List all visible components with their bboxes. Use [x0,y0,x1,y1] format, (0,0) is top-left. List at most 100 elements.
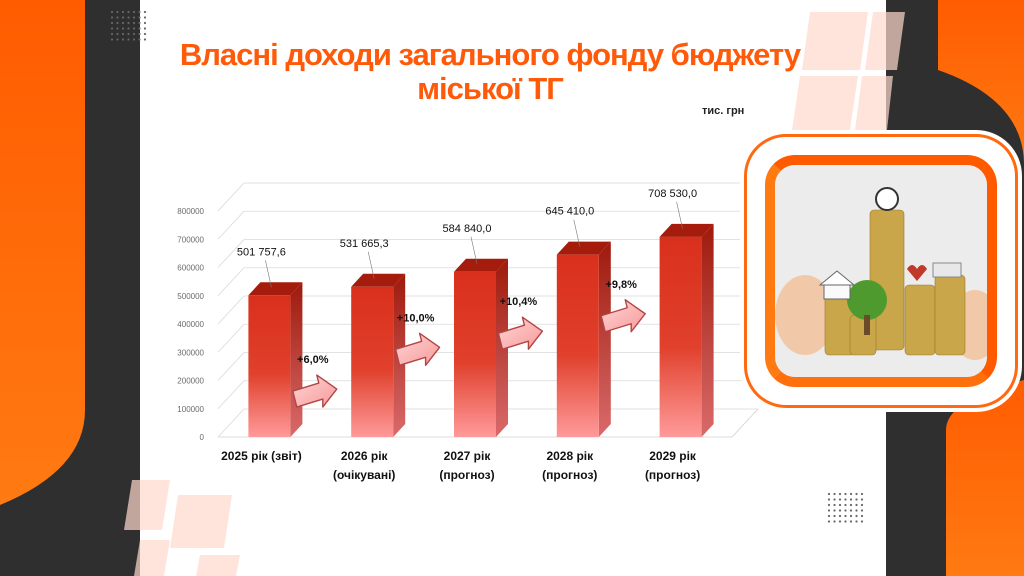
decor-dot [110,27,114,30]
decor-dot [827,509,831,512]
decor-dot [116,21,119,25]
decor-dot [138,32,141,36]
decor-dot [838,503,842,507]
decor-dot [860,509,864,512]
decor-dot [844,514,847,518]
decor-dot [121,21,125,25]
decor-dot [132,21,136,25]
decor-dot [827,503,831,507]
decor-dot [110,38,114,41]
decor-dot [121,10,125,14]
decor-dot [838,509,842,512]
decor-dot [860,503,864,507]
decor-dot [110,32,114,36]
left-orange-shape [0,0,85,505]
decor-dot [143,27,147,30]
decor-dot [855,492,858,496]
decor-dot [116,10,119,14]
decor-dot [833,509,836,512]
decor-dot [849,514,853,518]
decor-dot [827,498,831,501]
decor-dot [138,27,141,30]
decor-dot [860,514,864,518]
decor-dot [844,520,847,523]
decor-dot [827,514,831,518]
dot-grid-bottom [827,492,864,523]
decor-dot [855,503,858,507]
decor-dot [127,38,130,41]
top-right-tiles [792,12,905,130]
decor-dot [132,10,136,14]
decor-dot [121,32,125,36]
decor-dot [833,492,836,496]
decor-dot [849,520,853,523]
decor-dot [855,498,858,501]
decor-dot [116,38,119,41]
title-line-1: Власні доходи загального фонду бюджету [179,37,801,72]
coins-photo [765,155,997,387]
page-title: Власні доходи загального фонду бюджету м… [150,38,830,106]
decor-dot [844,509,847,512]
right-orange-bottom [946,380,1024,576]
decor-dot [116,16,119,19]
decor-dot [116,32,119,36]
decor-dot [110,16,114,19]
decor-dot [138,38,141,41]
decor-dot [132,27,136,30]
decor-dot [855,509,858,512]
decor-dot [838,520,842,523]
decor-dot [127,27,130,30]
decor-dot [132,32,136,36]
dot-grid-top [110,10,147,41]
decor-dot [844,498,847,501]
decor-dot [110,21,114,25]
right-orange-top [938,0,1024,165]
decor-dot [138,10,141,14]
decor-dot [827,520,831,523]
decor-dot [827,492,831,496]
decor-dot [844,492,847,496]
decor-dot [132,16,136,19]
decor-dot [143,32,147,36]
decor-dot [110,10,114,14]
title-line-2: міської ТГ [417,71,564,106]
decor-dot [838,492,842,496]
decor-dot [138,16,141,19]
decor-dot [849,498,853,501]
bottom-left-tiles [124,480,240,576]
photo-frame [744,134,1018,408]
decor-dot [143,10,147,14]
decor-dot [833,503,836,507]
decor-dot [833,498,836,501]
decor-dot [838,498,842,501]
decor-dot [844,503,847,507]
decor-dot [838,514,842,518]
decor-dot [121,16,125,19]
decor-dot [127,32,130,36]
decor-dot [849,509,853,512]
unit-label: тис. грн [702,105,745,117]
decor-dot [138,21,141,25]
decor-dot [849,503,853,507]
decor-dot [143,38,147,41]
decor-dot [127,16,130,19]
decor-dot [143,21,147,25]
decor-dot [860,498,864,501]
coin-stacks-image [775,165,987,377]
decor-dot [121,38,125,41]
decor-dot [833,514,836,518]
decor-dot [855,514,858,518]
decor-dot [833,520,836,523]
decor-dot [127,10,130,14]
decor-dot [143,16,147,19]
decor-dot [860,520,864,523]
decor-dot [127,21,130,25]
decor-dot [116,27,119,30]
decor-dot [860,492,864,496]
decor-dot [855,520,858,523]
decor-dot [121,27,125,30]
decor-dot [849,492,853,496]
decor-dot [132,38,136,41]
